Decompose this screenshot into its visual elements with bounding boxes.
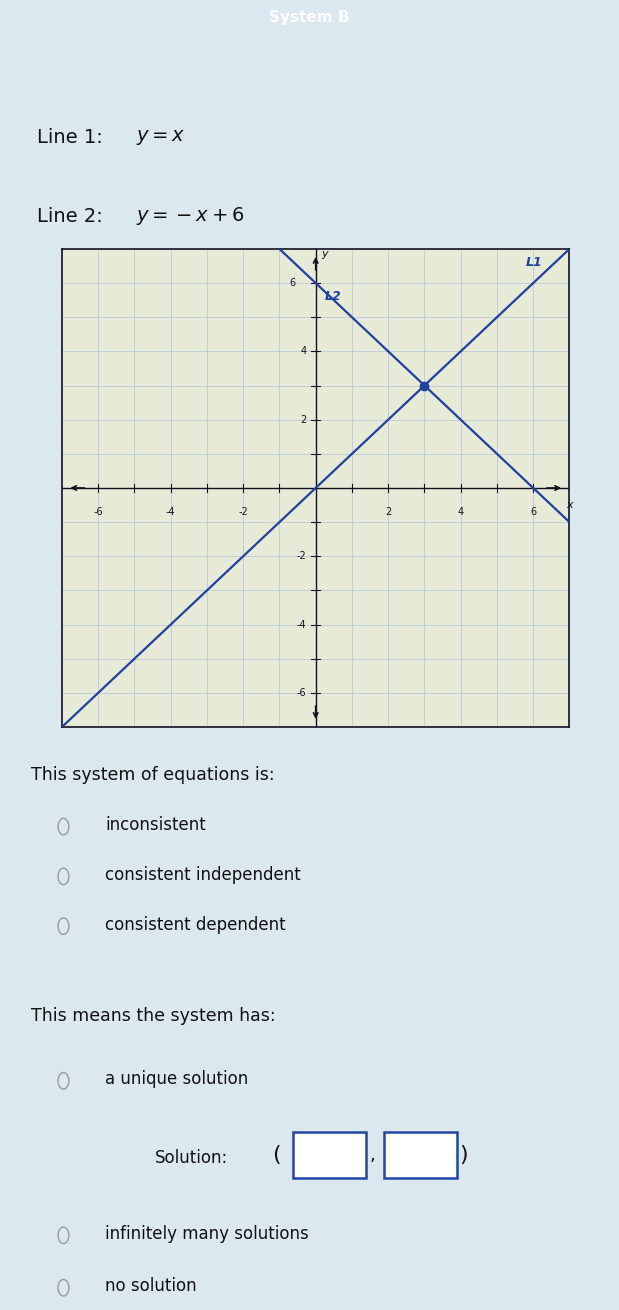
Text: -4: -4: [166, 507, 175, 516]
Text: x: x: [566, 500, 573, 510]
Text: 2: 2: [385, 507, 391, 516]
Text: 2: 2: [300, 415, 306, 424]
Text: Line 2:: Line 2:: [37, 207, 109, 225]
Text: -2: -2: [238, 507, 248, 516]
Text: $y=x$: $y=x$: [136, 128, 186, 147]
Text: (: (: [272, 1145, 281, 1166]
FancyBboxPatch shape: [384, 1132, 457, 1179]
Text: inconsistent: inconsistent: [105, 816, 206, 834]
Text: L1: L1: [526, 255, 543, 269]
Text: L2: L2: [325, 290, 342, 303]
Text: Line 1:: Line 1:: [37, 128, 109, 147]
Text: 6: 6: [290, 278, 296, 288]
Text: -6: -6: [93, 507, 103, 516]
Text: no solution: no solution: [105, 1277, 197, 1296]
Text: consistent dependent: consistent dependent: [105, 916, 286, 934]
Text: Solution:: Solution:: [155, 1149, 228, 1167]
Text: $y=-x+6$: $y=-x+6$: [136, 206, 245, 227]
Text: -4: -4: [297, 620, 306, 630]
Text: 4: 4: [300, 346, 306, 356]
Text: y: y: [321, 249, 328, 259]
Text: System B: System B: [269, 9, 350, 25]
Text: 6: 6: [530, 507, 536, 516]
Text: ,: ,: [370, 1146, 376, 1165]
Text: This system of equations is:: This system of equations is:: [31, 766, 275, 785]
FancyBboxPatch shape: [293, 1132, 366, 1179]
Text: ): ): [459, 1145, 468, 1166]
Text: -6: -6: [297, 688, 306, 698]
Text: -2: -2: [297, 552, 306, 561]
Text: 4: 4: [457, 507, 464, 516]
Text: a unique solution: a unique solution: [105, 1070, 248, 1089]
Text: consistent independent: consistent independent: [105, 866, 301, 884]
Text: This means the system has:: This means the system has:: [31, 1007, 275, 1026]
Text: infinitely many solutions: infinitely many solutions: [105, 1225, 309, 1243]
